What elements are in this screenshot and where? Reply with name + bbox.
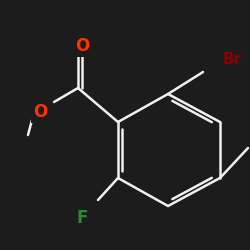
Text: F: F	[76, 209, 88, 227]
Text: Br: Br	[223, 52, 242, 68]
Text: O: O	[33, 103, 47, 121]
Text: O: O	[75, 37, 89, 55]
